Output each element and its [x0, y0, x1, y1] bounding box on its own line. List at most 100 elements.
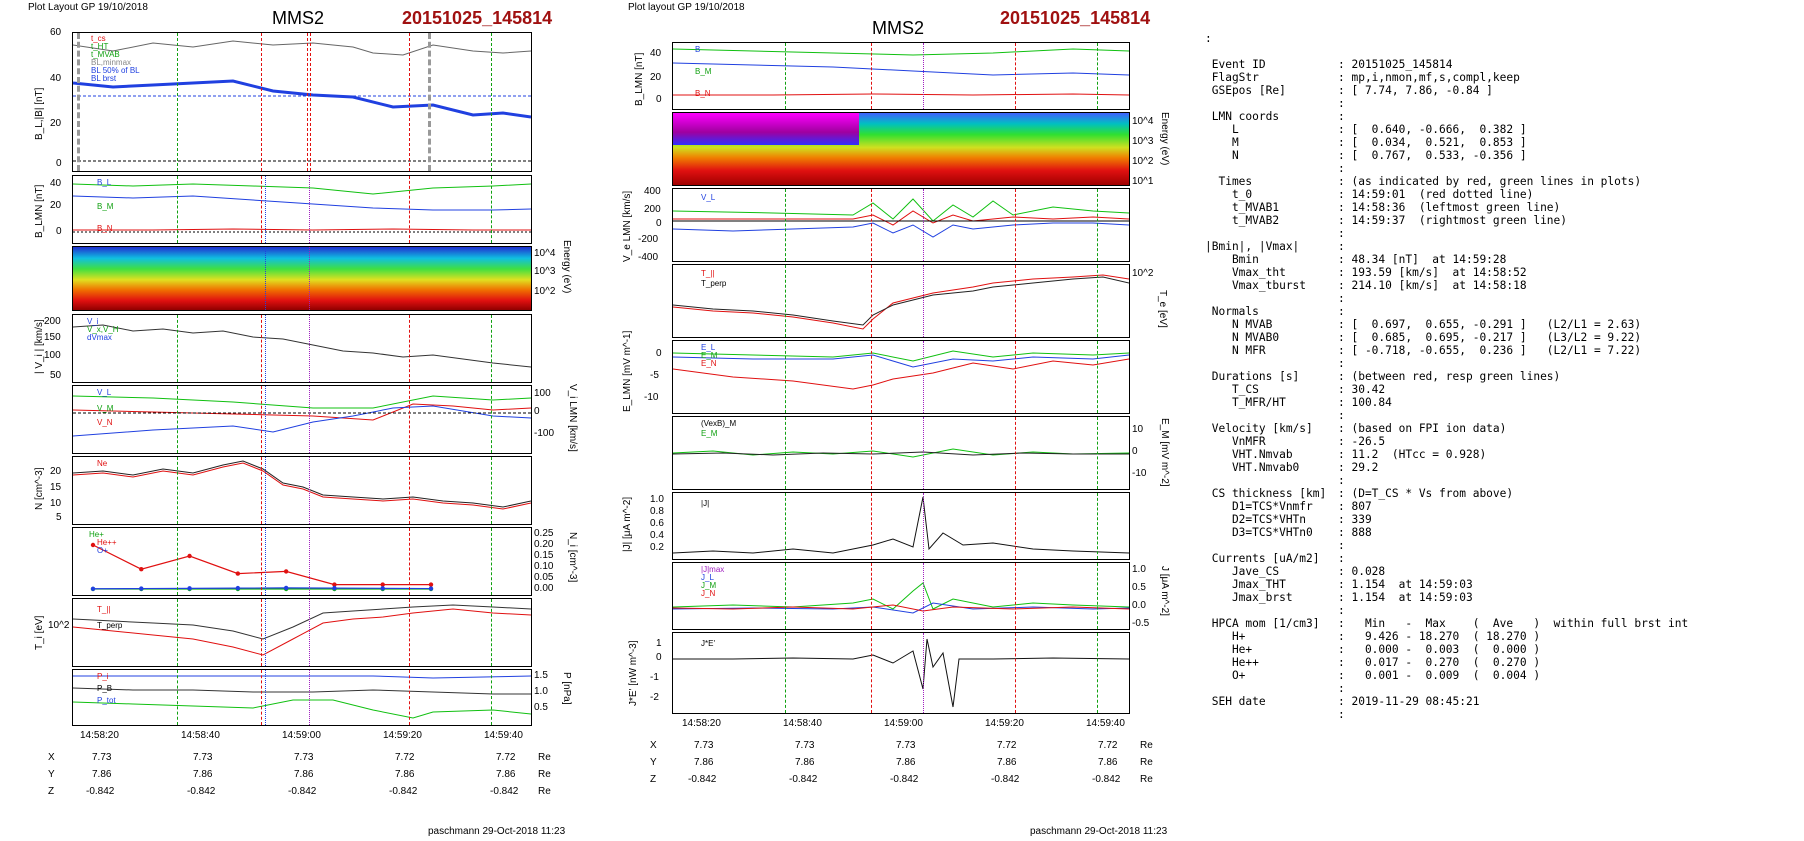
panel-blmn: B_L B_M B_N	[72, 175, 532, 244]
ylabel-n: N [cm^-3]	[34, 467, 45, 510]
data-point	[428, 586, 434, 591]
legend-tmvab: t_MVAB	[91, 50, 120, 59]
data-point	[283, 585, 289, 591]
ytick: -400	[638, 252, 659, 263]
info-value: : 48.34 [nT] at 14:59:28	[1338, 253, 1507, 266]
r-panel-ve: V_L	[672, 188, 1130, 262]
r-panel-electron-spectrogram	[672, 112, 1130, 186]
info-row: :	[1205, 409, 1688, 422]
info-value: : 888	[1338, 526, 1372, 539]
data-point	[139, 586, 144, 591]
info-value: :	[1338, 682, 1345, 695]
info-key: N MVAB	[1205, 318, 1273, 331]
info-value: :	[1338, 227, 1345, 240]
legend-b: B	[695, 45, 701, 54]
info-value: : 20151025_145814	[1338, 58, 1453, 71]
ytick: 60	[50, 27, 62, 38]
xtick: 14:59:40	[1086, 718, 1125, 729]
info-value: : (based on FPI ion data)	[1338, 422, 1507, 435]
ytick: -2	[650, 692, 659, 703]
legend-bm: B_M	[97, 202, 114, 211]
ytick: 0.25	[534, 528, 554, 539]
info-value: :	[1338, 305, 1345, 318]
ytick: 0	[534, 406, 540, 417]
info-value: : 0.017 - 0.270 ( 0.270 )	[1338, 656, 1541, 669]
info-key: t_MVAB1	[1205, 201, 1280, 214]
ytick: 10^4	[534, 248, 556, 259]
info-key: N MFR	[1205, 344, 1266, 357]
xtick: 14:59:20	[985, 718, 1024, 729]
info-row: Vmax_tht: 193.59 [km/s] at 14:58:52	[1205, 266, 1688, 279]
xtick: 14:59:40	[484, 730, 523, 741]
info-row: :	[1205, 682, 1688, 695]
info-row: D1=TCS*Vnmfr: 807	[1205, 500, 1688, 513]
info-row: VHT.Nmvab: 11.2 (HTcc = 0.928)	[1205, 448, 1688, 461]
xtick: 14:58:40	[181, 730, 220, 741]
info-value: : 30.42	[1338, 383, 1386, 396]
info-value: :	[1338, 409, 1345, 422]
info-key: Velocity [km/s]	[1205, 422, 1313, 435]
legend-tht: t_HT	[91, 42, 109, 51]
panel-vi: V_i V_x,V_H dVmax	[72, 314, 532, 383]
legend-ptot: P_tot	[97, 696, 116, 705]
info-value: :	[1338, 539, 1345, 552]
xtick: 14:58:20	[80, 730, 119, 741]
ytick: 40	[50, 178, 62, 189]
info-row: :	[1205, 539, 1688, 552]
info-key: N	[1205, 149, 1239, 162]
ytick: 0	[56, 226, 62, 237]
ylabel-r-jlmn: J [μA m^-2]	[1159, 566, 1170, 616]
info-key: Bmin	[1205, 253, 1259, 266]
info-value: : 339	[1338, 513, 1372, 526]
info-row: :	[1205, 474, 1688, 487]
legend-em: E_M	[701, 351, 718, 360]
info-key: H+	[1205, 630, 1246, 643]
ylabel-ni: N_i [cm^-3]	[567, 532, 578, 583]
info-row: :	[1205, 708, 1688, 721]
legend-pi: P_i	[97, 672, 109, 681]
info-key: Vmax_tburst	[1205, 279, 1307, 292]
r-panel-je: J*E'	[672, 632, 1130, 714]
ytick: 40	[650, 48, 662, 59]
info-row: He+: 0.000 - 0.003 ( 0.000 )	[1205, 643, 1688, 656]
legend-te-par: T_||	[701, 269, 715, 278]
panel-bl: t_cs t_HT t_MVAB BL,minmax BL 50% of BL …	[72, 32, 532, 172]
ytick: 0	[656, 218, 662, 229]
info-row: :	[1205, 227, 1688, 240]
legend-blbrst: BL brst	[91, 74, 117, 83]
info-row: HPCA mom [1/cm3]: Min - Max ( Ave ) with…	[1205, 617, 1689, 630]
ytick: 200	[644, 204, 661, 215]
footer-credit: paschmann 29-Oct-2018 11:23	[1030, 826, 1168, 837]
info-row: :	[1205, 604, 1688, 617]
ytick: 1.0	[1132, 564, 1146, 575]
info-row: GSEpos [Re]: [ 7.74, 7.86, -0.84 ]	[1205, 84, 1688, 97]
ytick: -1	[650, 672, 659, 683]
series-line-O+	[92, 587, 432, 590]
ytick: 0.5	[534, 702, 548, 713]
info-key: L	[1205, 123, 1239, 136]
ytick: 0.2	[650, 542, 664, 553]
info-key: VnMFR	[1205, 435, 1266, 448]
info-key: T_CS	[1205, 383, 1259, 396]
info-row: T_MFR/HT: 100.84	[1205, 396, 1688, 409]
panel-ti: T_|| T_perp	[72, 598, 532, 667]
legend-ne: Ne	[97, 459, 108, 468]
legend-tcs: t_cs	[91, 34, 106, 43]
legend-te-perp: T_perp	[701, 279, 727, 288]
data-point	[283, 569, 289, 574]
legend-dvmax: dVmax	[87, 333, 112, 342]
info-row: N: [ 0.767, 0.533, -0.356 ]	[1205, 149, 1688, 162]
info-row: N MVAB0: [ 0.685, 0.695, -0.217 ] (L3/L2…	[1205, 331, 1688, 344]
ylabel-r-j: |J| [μA m^-2]	[622, 496, 633, 552]
ytick: 10	[50, 498, 62, 509]
info-key: O+	[1205, 669, 1246, 682]
ytick: 10^1	[1132, 176, 1154, 187]
ytick: 5	[56, 512, 62, 523]
legend-he-plus: He+	[89, 530, 104, 539]
info-key: Normals	[1205, 305, 1259, 318]
data-point	[90, 542, 96, 548]
ytick: 15	[50, 482, 62, 493]
legend-vi: V_i	[87, 317, 99, 326]
info-value: :	[1338, 240, 1345, 253]
legend-jn: J_N	[701, 589, 716, 598]
